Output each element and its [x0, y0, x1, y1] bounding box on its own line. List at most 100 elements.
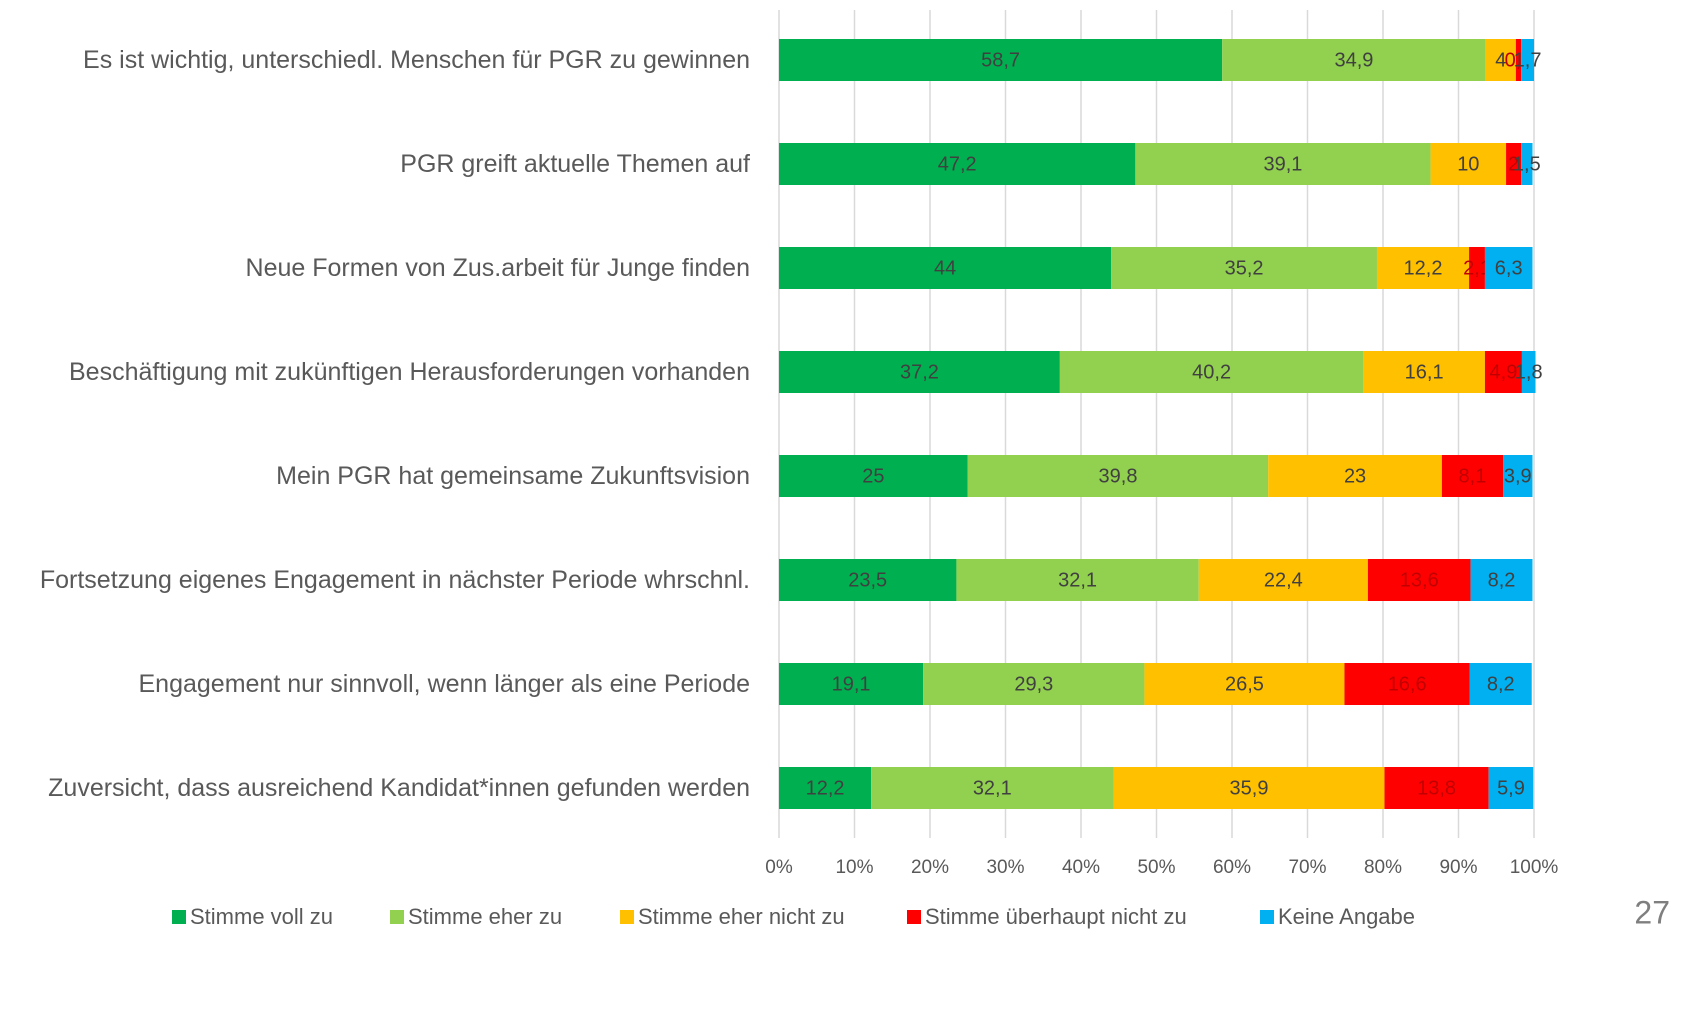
- data-label: 16,6: [1388, 673, 1427, 695]
- bar-segment: [779, 559, 957, 601]
- data-label: 19,1: [832, 673, 871, 695]
- bar-segment: [1521, 351, 1536, 393]
- legend-swatch: [1260, 910, 1274, 924]
- bar-segment: [1144, 663, 1345, 705]
- data-label: 1,7: [1514, 49, 1542, 71]
- bar-segment: [779, 39, 1223, 81]
- data-label: 47,2: [938, 153, 977, 175]
- data-label: 23: [1344, 465, 1366, 487]
- data-label: 23,5: [848, 569, 887, 591]
- data-label: 16,1: [1405, 361, 1444, 383]
- bar-segment: [1113, 767, 1385, 809]
- data-label: 39,1: [1263, 153, 1302, 175]
- category-label: Mein PGR hat gemeinsame Zukunftsvision: [276, 462, 750, 490]
- data-label: 58,7: [981, 49, 1020, 71]
- bar-segment: [779, 455, 968, 497]
- x-tick-label: 0%: [765, 857, 793, 878]
- bar-segment: [1484, 351, 1522, 393]
- bar-segment: [1506, 143, 1522, 185]
- data-label: 44: [934, 257, 956, 279]
- bar-segment: [1515, 39, 1522, 81]
- x-tick-label: 30%: [986, 857, 1024, 878]
- bar-segment: [1430, 143, 1507, 185]
- x-tick-label: 40%: [1062, 857, 1100, 878]
- legend-swatch: [620, 910, 634, 924]
- legend-label: Stimme eher zu: [408, 904, 562, 929]
- bar-segment: [779, 247, 1112, 289]
- bar-segment: [1222, 39, 1486, 81]
- data-label: 13,8: [1417, 777, 1456, 799]
- category-label: Beschäftigung mit zukünftigen Herausford…: [69, 358, 750, 386]
- bar-segment: [779, 663, 924, 705]
- bar-segment: [1470, 559, 1533, 601]
- x-tick-label: 100%: [1510, 857, 1559, 878]
- x-tick-label: 50%: [1137, 857, 1175, 878]
- data-label: 12,2: [1404, 257, 1443, 279]
- data-label: 8,2: [1488, 569, 1516, 591]
- bar-segment: [1384, 767, 1489, 809]
- legend-swatch: [907, 910, 921, 924]
- data-label: 6,3: [1495, 257, 1523, 279]
- bar-segment: [1469, 247, 1485, 289]
- x-tick-label: 70%: [1288, 857, 1326, 878]
- bar-segment: [967, 455, 1269, 497]
- data-label: 1,5: [1513, 153, 1541, 175]
- bar-segment: [1503, 455, 1533, 497]
- data-label: 13,6: [1400, 569, 1439, 591]
- legend-label: Keine Angabe: [1278, 904, 1415, 929]
- bar-segment: [779, 351, 1060, 393]
- bar-segment: [779, 143, 1136, 185]
- data-label: 10: [1457, 153, 1479, 175]
- data-label: 32,1: [1058, 569, 1097, 591]
- data-label: 35,2: [1225, 257, 1264, 279]
- bar-segment: [1376, 247, 1470, 289]
- bar-segment: [1367, 559, 1471, 601]
- data-label: 8,2: [1487, 673, 1515, 695]
- data-label: 40,2: [1192, 361, 1231, 383]
- x-tick-label: 60%: [1213, 857, 1251, 878]
- x-tick-label: 20%: [911, 857, 949, 878]
- bar-segment: [956, 559, 1199, 601]
- x-tick-label: 90%: [1439, 857, 1477, 878]
- data-label: 32,1: [973, 777, 1012, 799]
- category-label: Zuversicht, dass ausreichend Kandidat*in…: [48, 774, 750, 802]
- page-number: 27: [1634, 894, 1670, 930]
- bar-segment: [779, 767, 872, 809]
- data-label: 34,9: [1334, 49, 1373, 71]
- x-tick-label: 10%: [835, 857, 873, 878]
- bar-segment: [1111, 247, 1377, 289]
- data-label: 29,3: [1014, 673, 1053, 695]
- data-label: 4: [1495, 49, 1506, 71]
- data-label: 8,1: [1459, 465, 1487, 487]
- bar-segment: [871, 767, 1114, 809]
- category-label: Es ist wichtig, unterschiedl. Menschen f…: [83, 46, 750, 74]
- category-label: Fortsetzung eigenes Engagement in nächst…: [39, 566, 750, 594]
- legend-swatch: [390, 910, 404, 924]
- legend-label: Stimme eher nicht zu: [638, 904, 845, 929]
- bar-segment: [1135, 143, 1431, 185]
- bar-segment: [1484, 247, 1533, 289]
- data-label: 2: [1508, 153, 1519, 175]
- bar-segment: [923, 663, 1145, 705]
- data-label: 1,8: [1515, 361, 1543, 383]
- bar-segment: [1485, 39, 1516, 81]
- bar-segment: [1344, 663, 1470, 705]
- data-label: 35,9: [1230, 777, 1269, 799]
- bar-segment: [1488, 767, 1534, 809]
- data-label: 2,1: [1463, 257, 1491, 279]
- bar-segment: [1441, 455, 1504, 497]
- data-label: 22,4: [1264, 569, 1303, 591]
- x-tick-label: 80%: [1364, 857, 1402, 878]
- data-label: 26,5: [1225, 673, 1264, 695]
- category-label: Neue Formen von Zus.arbeit für Junge fin…: [245, 254, 750, 282]
- category-label: PGR greift aktuelle Themen auf: [400, 150, 750, 178]
- data-label: 39,8: [1099, 465, 1138, 487]
- bar-segment: [1198, 559, 1368, 601]
- data-label: 25: [862, 465, 884, 487]
- data-label: 5,9: [1497, 777, 1525, 799]
- data-label: 4,9: [1490, 361, 1518, 383]
- bar-segment: [1059, 351, 1364, 393]
- data-label: 3,9: [1504, 465, 1532, 487]
